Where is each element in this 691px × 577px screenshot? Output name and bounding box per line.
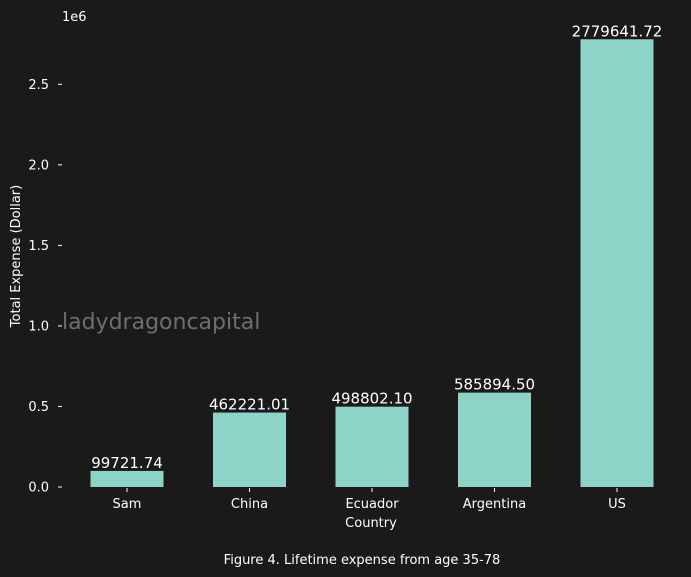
x-tick-label: Ecuador: [345, 497, 399, 512]
x-axis-label: Country: [345, 516, 397, 531]
bar-us: [580, 39, 654, 487]
y-tick-label: 0.5: [28, 400, 49, 415]
bar-ecuador: [335, 406, 409, 487]
x-tick-label: US: [608, 497, 626, 512]
x-tick-label: Argentina: [463, 497, 526, 512]
data-label: 2779641.72: [572, 22, 663, 40]
y-axis-multiplier: 1e6: [62, 10, 87, 25]
y-tick-label: 2.0: [28, 158, 49, 173]
data-label: 462221.01: [209, 396, 290, 414]
y-axis: 0.0 0.5 1.0 1.5 2.0 2.5: [28, 78, 62, 496]
x-axis: Sam China Ecuador Argentina US: [113, 488, 626, 512]
bars: [90, 39, 654, 487]
watermark: ladydragoncapital: [62, 310, 260, 335]
x-tick-label: Sam: [113, 497, 142, 512]
data-label: 99721.74: [91, 454, 163, 472]
x-tick-label: China: [231, 497, 268, 512]
bar-china: [213, 412, 286, 487]
y-axis-label: Total Expense (Dollar): [9, 185, 24, 328]
data-label: 498802.10: [331, 390, 412, 408]
bar-argentina: [458, 392, 531, 487]
data-labels: 99721.74 462221.01 498802.10 585894.50 27796…: [91, 22, 662, 472]
y-tick-label: 1.5: [28, 239, 49, 254]
y-tick-label: 0.0: [28, 481, 49, 496]
figure-caption: Figure 4. Lifetime expense from age 35-7…: [224, 553, 501, 568]
y-tick-label: 1.0: [28, 319, 49, 334]
bar-sam: [90, 470, 164, 487]
y-tick-label: 2.5: [28, 78, 49, 93]
data-label: 585894.50: [454, 376, 535, 394]
